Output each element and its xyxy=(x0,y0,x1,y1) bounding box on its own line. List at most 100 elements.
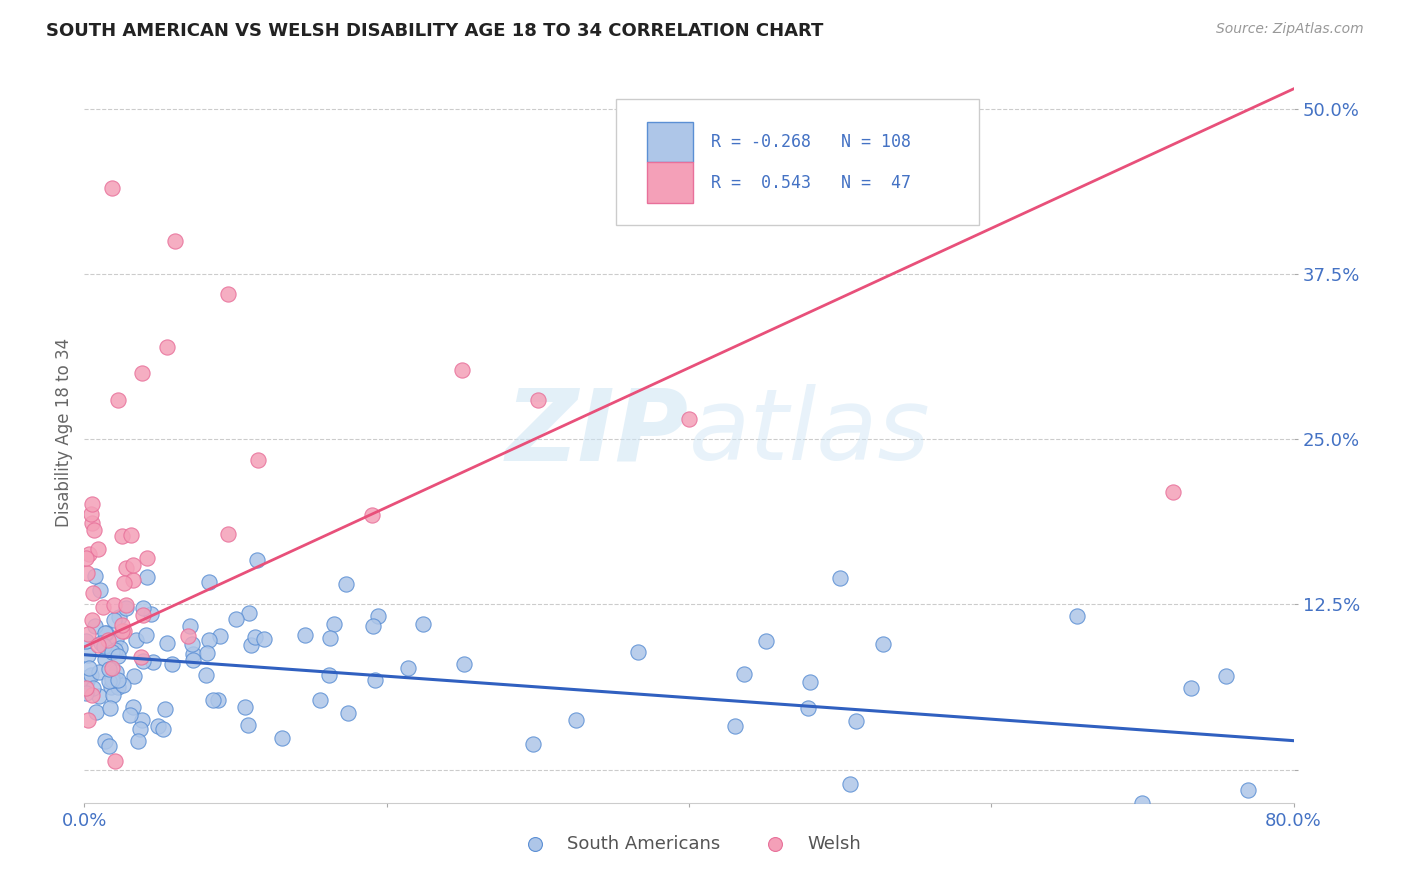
Point xyxy=(97,662,120,676)
Point xyxy=(110,641,132,656)
Point xyxy=(236,718,259,732)
Point xyxy=(82,681,104,695)
Point xyxy=(104,632,127,647)
Point xyxy=(82,586,104,600)
Point xyxy=(84,706,107,720)
Point xyxy=(309,693,332,707)
Point xyxy=(115,561,138,575)
Point xyxy=(240,638,263,652)
Point xyxy=(112,624,135,638)
Point xyxy=(98,673,121,688)
Point xyxy=(75,550,97,565)
Point xyxy=(522,737,544,751)
Point xyxy=(318,667,340,681)
Point xyxy=(1180,681,1202,696)
Point xyxy=(838,777,860,791)
Legend: South Americans, Welsh: South Americans, Welsh xyxy=(509,828,869,861)
Point xyxy=(87,689,110,703)
Point xyxy=(77,648,100,663)
Point xyxy=(246,553,269,567)
Point xyxy=(87,542,110,557)
Point xyxy=(318,631,340,645)
Point xyxy=(1161,485,1184,500)
Point xyxy=(179,618,201,632)
Point xyxy=(100,673,122,688)
Point xyxy=(1130,796,1153,810)
Point xyxy=(84,569,107,583)
Point xyxy=(111,678,134,692)
Point xyxy=(136,551,159,566)
Point xyxy=(83,523,105,537)
Point xyxy=(323,617,346,632)
Point xyxy=(148,719,170,733)
Point xyxy=(253,632,276,646)
Point xyxy=(131,366,153,380)
Point xyxy=(75,686,97,700)
FancyBboxPatch shape xyxy=(616,99,979,226)
Point xyxy=(100,181,122,195)
Point xyxy=(110,618,132,632)
Point xyxy=(180,636,202,650)
Point xyxy=(100,681,122,695)
Point xyxy=(89,582,111,597)
Point xyxy=(129,650,152,665)
Point xyxy=(94,652,117,666)
Point xyxy=(160,657,183,671)
Point xyxy=(101,645,124,659)
Point xyxy=(83,619,105,633)
Point xyxy=(103,613,125,627)
Point xyxy=(152,722,174,736)
Point xyxy=(90,635,112,649)
Point xyxy=(165,234,187,248)
Point xyxy=(94,626,117,640)
Point xyxy=(98,701,121,715)
Point xyxy=(121,573,143,587)
FancyBboxPatch shape xyxy=(647,162,693,203)
Point xyxy=(104,665,127,680)
Point xyxy=(75,634,97,648)
Point xyxy=(724,719,747,733)
Point xyxy=(217,286,239,301)
Point xyxy=(177,629,200,643)
Point xyxy=(80,508,103,522)
Point xyxy=(872,637,894,651)
Point xyxy=(107,680,129,694)
Point xyxy=(156,340,179,354)
Text: SOUTH AMERICAN VS WELSH DISABILITY AGE 18 TO 34 CORRELATION CHART: SOUTH AMERICAN VS WELSH DISABILITY AGE 1… xyxy=(46,22,824,40)
Point xyxy=(121,558,143,573)
Y-axis label: Disability Age 18 to 34: Disability Age 18 to 34 xyxy=(55,338,73,527)
Point xyxy=(115,598,138,612)
Text: atlas: atlas xyxy=(689,384,931,481)
Point xyxy=(131,654,153,668)
Point xyxy=(80,613,103,627)
Point xyxy=(93,639,115,653)
Point xyxy=(396,661,419,675)
Text: ZIP: ZIP xyxy=(506,384,689,481)
Point xyxy=(104,643,127,657)
FancyBboxPatch shape xyxy=(647,121,693,162)
Point xyxy=(100,671,122,685)
Point xyxy=(271,731,294,745)
Point xyxy=(360,508,382,522)
Point xyxy=(527,393,550,408)
Point xyxy=(1066,608,1088,623)
Point xyxy=(80,688,103,702)
Point xyxy=(79,548,101,562)
Point xyxy=(75,681,97,695)
Point xyxy=(755,633,778,648)
Text: Source: ZipAtlas.com: Source: ZipAtlas.com xyxy=(1216,22,1364,37)
Point xyxy=(627,645,650,659)
Point xyxy=(142,655,165,669)
Point xyxy=(453,657,475,671)
Point xyxy=(124,668,146,682)
Point xyxy=(111,529,134,543)
Point xyxy=(336,706,359,720)
Point xyxy=(198,575,221,590)
Point xyxy=(118,707,141,722)
Point xyxy=(132,607,155,622)
Point xyxy=(136,570,159,584)
Point xyxy=(87,665,110,680)
Point xyxy=(132,600,155,615)
Point xyxy=(1215,669,1237,683)
Point xyxy=(830,571,852,585)
